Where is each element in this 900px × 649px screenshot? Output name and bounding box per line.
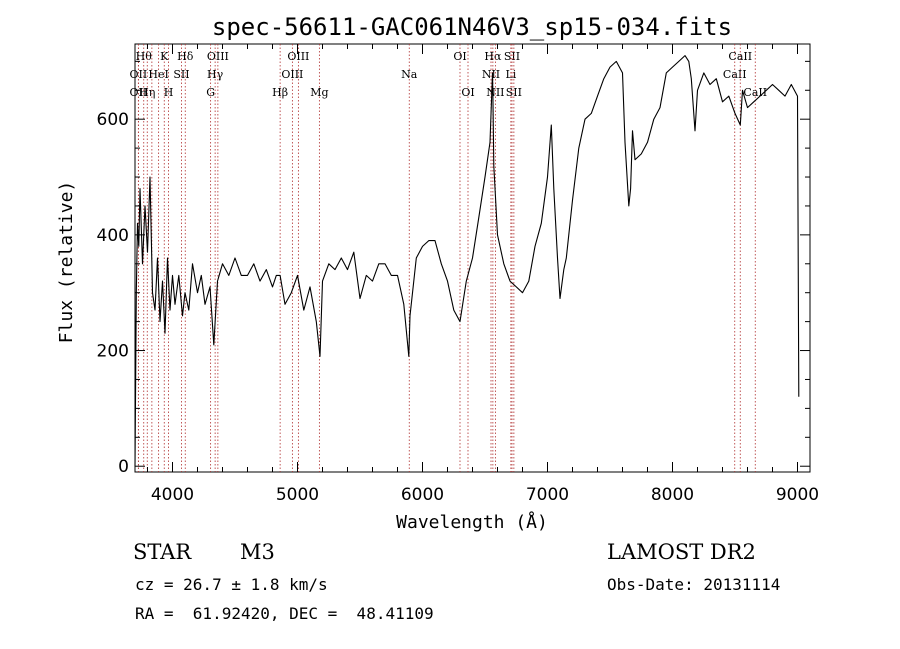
line-marker-label-7: H: [164, 86, 174, 99]
line-marker-label-13: Hβ: [272, 86, 288, 99]
spectrum-series-0: [134, 55, 800, 467]
line-marker-label-8: SII: [173, 68, 189, 81]
line-marker-label-24: SII: [504, 50, 520, 63]
y-axis-label: Flux (relative): [56, 181, 77, 344]
line-marker-label-16: Mg: [310, 86, 328, 99]
x-tick-label-2: 6000: [401, 485, 444, 505]
line-marker-label-27: CaII: [728, 50, 752, 63]
survey-name: LAMOST DR2: [607, 540, 756, 564]
line-marker-label-2: Hθ: [136, 50, 153, 63]
line-marker-label-19: OI: [461, 86, 474, 99]
x-tick-label-3: 7000: [526, 485, 569, 505]
line-marker-label-23: Li: [505, 68, 516, 81]
line-marker-label-22: NII: [486, 86, 504, 99]
line-marker-label-3: Hη: [139, 86, 155, 99]
x-tick-label-0: 4000: [151, 485, 194, 505]
line-marker-label-20: NII: [482, 68, 500, 81]
line-marker-label-9: Hδ: [177, 50, 194, 63]
redshift-readout: cz = 26.7 ± 1.8 km/s: [135, 575, 328, 594]
object-subclass: M3: [240, 540, 275, 564]
chart-title: spec-56611-GAC061N46V3_sp15-034.fits: [212, 13, 732, 41]
y-tick-label-2: 400: [97, 226, 129, 246]
line-marker-label-14: OIII: [281, 68, 303, 81]
line-marker-label-0: OII: [130, 68, 148, 81]
line-marker-label-17: Na: [401, 68, 418, 81]
y-tick-label-3: 600: [97, 110, 129, 130]
line-marker-label-12: OIII: [207, 50, 229, 63]
line-marker-label-1: OII: [130, 86, 148, 99]
y-tick-label-0: 0: [118, 457, 129, 477]
line-marker-label-11: Hγ: [207, 68, 224, 81]
line-marker-label-18: OI: [453, 50, 466, 63]
observation-date: Obs-Date: 20131114: [607, 575, 781, 594]
x-tick-label-1: 5000: [276, 485, 319, 505]
line-marker-label-21: Hα: [484, 50, 502, 63]
line-marker-label-15: OIII: [287, 50, 309, 63]
line-marker-label-25: SII: [506, 86, 522, 99]
coordinates-readout: RA = 61.92420, DEC = 48.41109: [135, 604, 434, 623]
line-marker-label-5: HeI: [148, 68, 168, 81]
line-marker-label-6: K: [160, 50, 169, 63]
y-tick-label-1: 200: [97, 342, 129, 362]
line-marker-label-10: G: [206, 86, 215, 99]
x-tick-label-5: 9000: [776, 485, 819, 505]
object-class: STAR: [133, 540, 192, 564]
x-axis-label: Wavelength (Å): [396, 511, 548, 533]
plot-area: OII OII Hθ Hη HeI K H SII Hδ G Hγ OIII Hβ OIII OIII Mg N…: [97, 43, 819, 505]
x-tick-label-4: 8000: [651, 485, 694, 505]
line-marker-label-26: CaII: [723, 68, 747, 81]
